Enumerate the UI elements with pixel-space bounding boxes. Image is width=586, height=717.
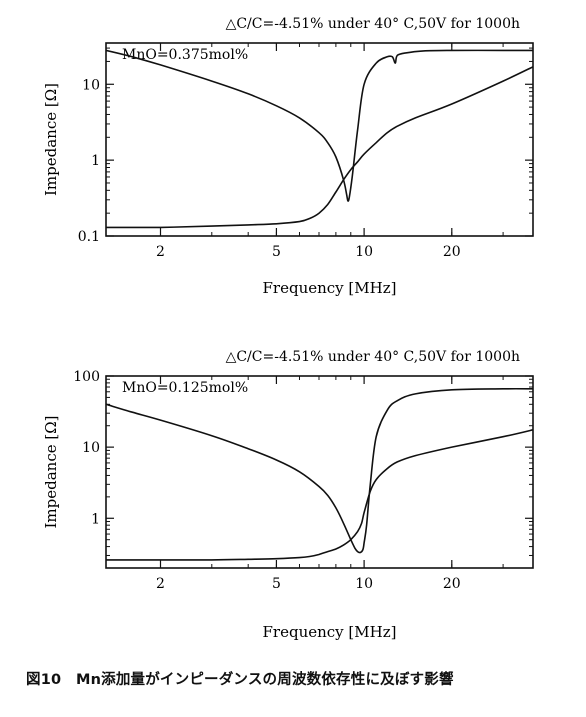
y-tick-label: 10 xyxy=(82,440,100,456)
y-axis-title: Impedance [Ω] xyxy=(42,83,60,196)
x-tick-label: 5 xyxy=(272,576,281,592)
mno-content-label: MnO=0.125mol% xyxy=(122,380,248,396)
x-tick-label: 2 xyxy=(156,576,165,592)
impedance-curve-2 xyxy=(106,66,533,229)
x-tick-label: 20 xyxy=(443,244,461,260)
chart-2: 2 5 10 20 1 10 100 Frequency [MHz] Impedance [Ω]… xyxy=(42,349,534,641)
condition-annotation: △C/C=-4.51% under 40° C,50V for 1000h xyxy=(226,349,520,365)
x-tick-label: 10 xyxy=(355,576,373,592)
y-tick-label: 1 xyxy=(91,153,100,169)
x-tick-label: 10 xyxy=(355,244,373,260)
plot-frame xyxy=(105,42,534,237)
x-tick-label: 20 xyxy=(443,576,461,592)
y-tick-label: 1 xyxy=(91,511,100,527)
x-tick-label: 5 xyxy=(272,244,281,260)
x-axis-title: Frequency [MHz] xyxy=(263,623,397,641)
impedance-curve-1 xyxy=(106,49,533,202)
x-tick-label: 2 xyxy=(156,244,165,260)
x-axis-title: Frequency [MHz] xyxy=(263,279,397,297)
plot-frame xyxy=(105,375,534,569)
mno-content-label: MnO=0.375mol% xyxy=(122,47,248,63)
y-tick-label: 0.1 xyxy=(78,229,100,245)
impedance-curve-1 xyxy=(106,387,533,554)
figure-caption: 図10 Mn添加量がインピーダンスの周波数依存性に及ぼす影響 xyxy=(26,672,454,688)
chart-1: 2 5 10 20 0.1 1 10 Frequency [MHz] Impedance [Ω]… xyxy=(42,16,534,297)
condition-annotation: △C/C=-4.51% under 40° C,50V for 1000h xyxy=(226,16,520,32)
y-tick-label: 100 xyxy=(73,369,100,385)
impedance-curve-2 xyxy=(106,429,533,561)
y-tick-label: 10 xyxy=(82,77,100,93)
y-axis-title: Impedance [Ω] xyxy=(42,415,60,528)
